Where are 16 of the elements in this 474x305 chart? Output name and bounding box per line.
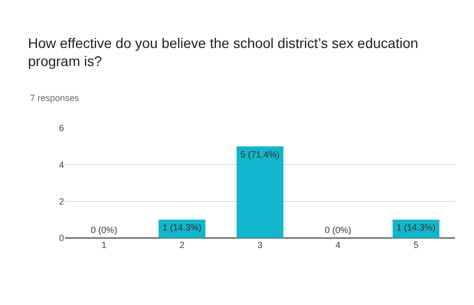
data-label: 0 (0%): [90, 225, 118, 235]
x-tick-label: 2: [179, 240, 185, 250]
y-tick-label: 6: [58, 123, 64, 134]
data-label: 0 (0%): [324, 225, 352, 235]
data-label: 1 (14.3%): [396, 222, 436, 233]
x-tick-label: 1: [101, 240, 107, 250]
y-tick-label: 4: [58, 160, 64, 170]
data-label: 5 (71.4%): [240, 149, 280, 160]
chart-subtitle: 7 responses: [30, 93, 80, 103]
x-tick-label: 5: [413, 240, 419, 250]
y-tick-label: 2: [58, 196, 64, 206]
chart-title: How effective do you believe the school district’s sex education program is?: [28, 35, 418, 70]
data-label: 1 (14.3%): [162, 222, 202, 233]
x-tick-label: 3: [257, 240, 263, 250]
x-tick-label: 4: [335, 240, 341, 250]
y-tick-label: 0: [58, 233, 64, 244]
